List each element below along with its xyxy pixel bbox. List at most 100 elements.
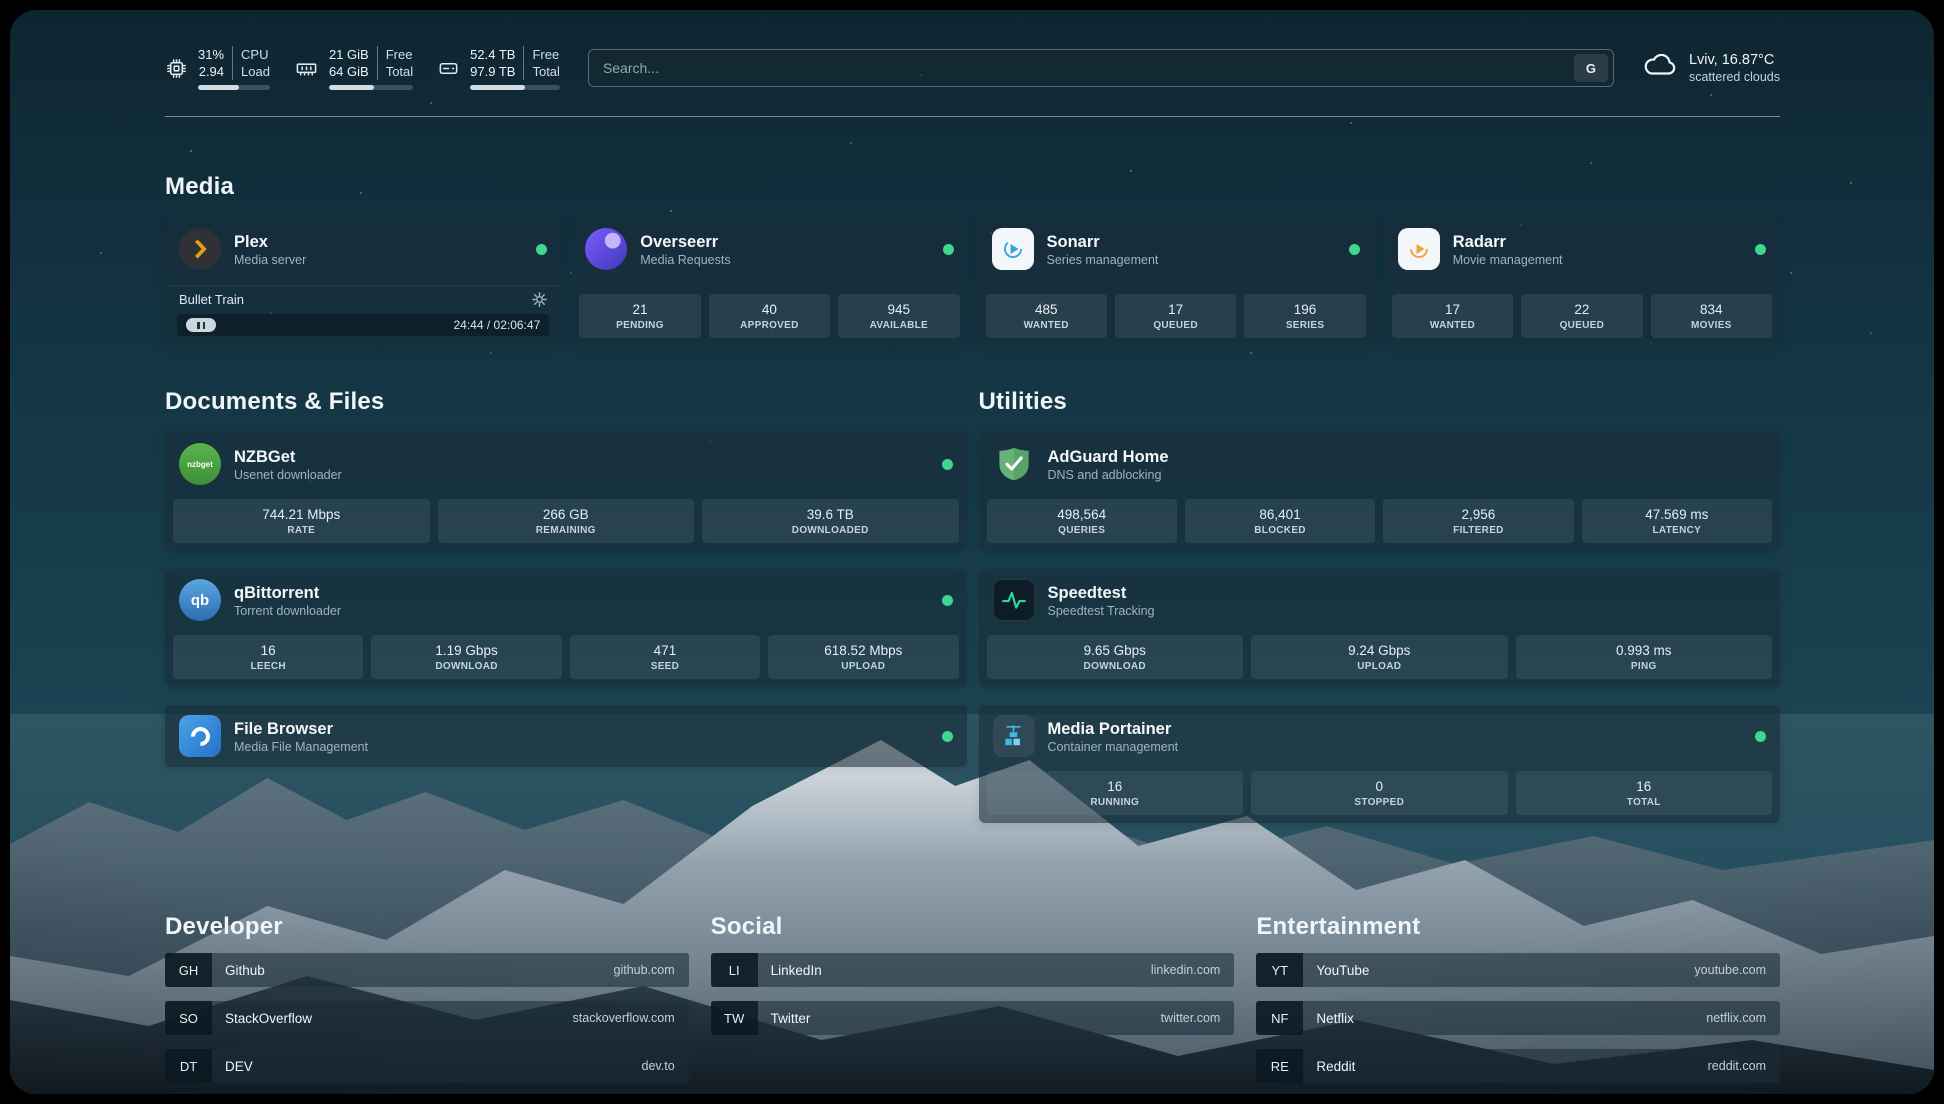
stat-box: 17 QUEUED (1114, 294, 1237, 339)
stat-label: QUEUED (1153, 320, 1198, 332)
gear-icon[interactable] (532, 292, 548, 308)
bookmark-stackoverflow[interactable]: SO StackOverflow stackoverflow.com (165, 1001, 689, 1036)
stat-label: DOWNLOADED (791, 525, 869, 537)
bookmark-github[interactable]: GH Github github.com (165, 953, 689, 988)
stat-box: 618.52 Mbps UPLOAD (768, 635, 959, 680)
stat-box: 86,401 BLOCKED (1184, 499, 1376, 544)
stat-value: 39.6 TB (806, 507, 854, 523)
service-subtitle: Media Requests (640, 253, 731, 268)
service-subtitle: Speedtest Tracking (1047, 604, 1155, 619)
stat-label: WANTED (1429, 320, 1476, 332)
section-title-media: Media (165, 173, 235, 201)
bookmark-twitter[interactable]: TW Twitter twitter.com (710, 1001, 1235, 1036)
stat-label: DOWNLOAD (1083, 661, 1146, 673)
radarr-icon (1397, 228, 1440, 271)
stat-label: WANTED (1023, 320, 1069, 332)
pause-button[interactable] (186, 318, 216, 333)
service-name: Radarr (1452, 232, 1506, 251)
section-title-documents: Documents & Files (165, 388, 385, 416)
service-name: Overseerr (640, 232, 719, 251)
stat-value: 17 (1168, 302, 1184, 318)
stat-box: 471 SEED (569, 635, 761, 680)
service-card-nzbget[interactable]: nzbget NZBGet Usenet downloader 744.21 M… (165, 433, 967, 552)
memory-total-label: Total (385, 64, 414, 80)
stat-box: 21 PENDING (579, 294, 701, 339)
bookmark-linkedin[interactable]: LI LinkedIn linkedin.com (710, 953, 1235, 988)
now-playing-title: Bullet Train (179, 292, 245, 308)
bookmark-abbr: LI (710, 953, 758, 988)
disk-free-value: 52.4 TB (470, 47, 516, 62)
stat-label: UPLOAD (841, 661, 886, 673)
service-name: Media Portainer (1047, 719, 1172, 738)
stat-value: 40 (761, 302, 777, 318)
status-dot-icon (941, 458, 953, 470)
cpu-percent: 31% (198, 47, 225, 62)
stat-value: 21 (632, 302, 648, 318)
service-card-radarr[interactable]: Radarr Movie management 17 WANTED 2 (1383, 218, 1780, 347)
bookmark-youtube[interactable]: YT YouTube youtube.com (1256, 953, 1780, 988)
memory-icon (294, 57, 319, 80)
stat-value: 16 (1107, 779, 1123, 795)
stat-value: 744.21 Mbps (262, 507, 341, 523)
cpu-load-value: 2.94 (198, 64, 225, 80)
memory-usage-bar (328, 85, 414, 91)
stat-value: 0 (1375, 779, 1383, 795)
playback-progress-bar[interactable]: 24:44 / 02:06:47 (177, 314, 550, 337)
bookmark-url: youtube.com (1694, 963, 1766, 978)
stat-label: APPROVED (740, 320, 799, 332)
service-card-overseerr[interactable]: Overseerr Media Requests 21 PENDING (571, 218, 968, 347)
service-name: Sonarr (1046, 232, 1100, 251)
service-card-plex[interactable]: Plex Media server Bullet Train (165, 218, 562, 347)
stat-label: STOPPED (1354, 797, 1405, 809)
status-dot-icon (1755, 243, 1766, 255)
stat-box: 17 WANTED (1391, 294, 1514, 339)
stat-box: 2,956 FILTERED (1383, 499, 1574, 544)
disk-usage-bar (470, 85, 560, 91)
status-dot-icon (1348, 243, 1360, 255)
memory-free-label: Free (385, 47, 413, 62)
bookmark-name: YouTube (1316, 962, 1370, 978)
bookmark-url: twitter.com (1160, 1011, 1221, 1026)
section-title-utilities: Utilities (978, 388, 1067, 416)
stat-label: BLOCKED (1254, 525, 1306, 537)
stat-value: 9.65 Gbps (1083, 643, 1146, 659)
service-card-qbittorrent[interactable]: qb qBittorrent Torrent downloader 16 (165, 569, 967, 688)
stat-box: 0.993 ms PING (1515, 635, 1772, 680)
bookmark-abbr: NF (1256, 1001, 1304, 1036)
bookmark-dev[interactable]: DT DEV dev.to (165, 1049, 689, 1084)
memory-free-value: 21 GiB (328, 47, 369, 62)
search-provider-button[interactable]: G (1573, 54, 1608, 83)
filebrowser-icon (179, 715, 221, 758)
wallpaper-canvas: 31% 2.94 CPU Load (10, 10, 1934, 1094)
stat-value: 498,564 (1057, 507, 1107, 523)
service-card-filebrowser[interactable]: File Browser Media File Management (165, 705, 967, 768)
service-subtitle: Series management (1046, 253, 1159, 268)
stat-value: 17 (1444, 302, 1460, 318)
service-subtitle: Media server (234, 253, 307, 268)
stat-label: LATENCY (1652, 525, 1702, 537)
weather-location-temp: Lviv, 16.87°C (1688, 52, 1775, 69)
bookmark-netflix[interactable]: NF Netflix netflix.com (1256, 1001, 1780, 1036)
stat-label: PING (1630, 661, 1657, 673)
stat-value: 9.24 Gbps (1348, 643, 1411, 659)
search-bar: G (587, 49, 1614, 88)
service-subtitle: Movie management (1452, 253, 1563, 268)
search-input[interactable] (602, 60, 1574, 77)
service-name: File Browser (234, 719, 334, 738)
resource-widgets: 31% 2.94 CPU Load (165, 46, 560, 91)
service-card-sonarr[interactable]: Sonarr Series management 485 WANTED (977, 218, 1374, 347)
bookmark-abbr: RE (1256, 1049, 1304, 1084)
qbittorrent-logo-text: qb (190, 591, 210, 609)
service-card-speedtest[interactable]: Speedtest Speedtest Tracking 9.65 Gbps D… (978, 569, 1780, 688)
service-card-adguard[interactable]: AdGuard Home DNS and adblocking 498,564 … (978, 433, 1780, 552)
bookmark-reddit[interactable]: RE Reddit reddit.com (1256, 1049, 1780, 1084)
stat-value: 16 (260, 643, 276, 659)
service-card-portainer[interactable]: Media Portainer Container management 16 … (978, 705, 1780, 824)
status-dot-icon (942, 243, 954, 255)
bookmark-group-developer: Developer GH Github github.com SO StackO… (165, 913, 689, 1094)
utilities-column: Utilities Ad (978, 388, 1780, 841)
status-dot-icon (941, 730, 953, 742)
stat-label: UPLOAD (1357, 661, 1402, 673)
stat-value: 471 (653, 643, 677, 659)
